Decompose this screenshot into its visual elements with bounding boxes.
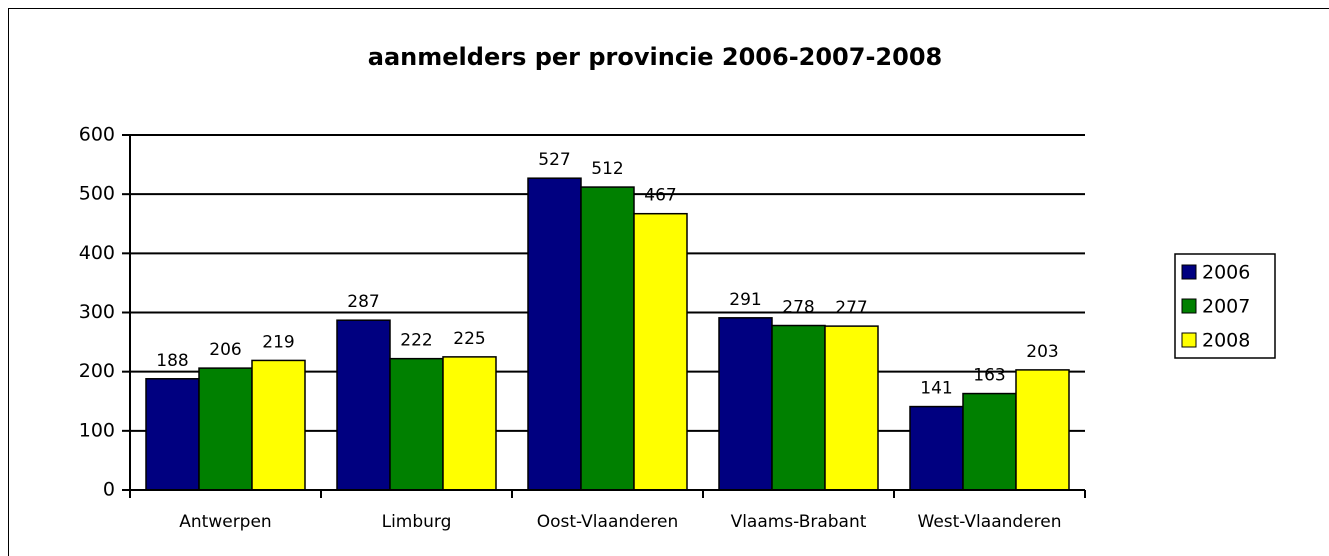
y-tick-label: 200 xyxy=(79,360,115,382)
y-tick-label: 100 xyxy=(79,419,115,441)
x-tick-label: Oost-Vlaanderen xyxy=(537,512,679,532)
legend-swatch xyxy=(1181,264,1197,280)
bar xyxy=(718,317,773,491)
bar xyxy=(198,367,253,491)
data-label: 163 xyxy=(973,366,1005,386)
data-label: 188 xyxy=(156,351,188,371)
data-label: 287 xyxy=(347,292,379,312)
bar xyxy=(442,356,497,491)
data-label: 141 xyxy=(920,379,952,399)
x-tick-label: Limburg xyxy=(382,512,452,532)
x-tick-label: Antwerpen xyxy=(179,512,271,532)
legend-label: 2007 xyxy=(1202,296,1250,318)
data-label: 206 xyxy=(209,340,241,360)
y-tick-label: 600 xyxy=(79,124,115,146)
data-label: 222 xyxy=(400,331,432,351)
y-tick-label: 0 xyxy=(103,479,115,501)
y-tick-label: 300 xyxy=(79,301,115,323)
bar xyxy=(580,186,635,491)
data-label: 278 xyxy=(782,298,814,318)
bar xyxy=(145,378,200,491)
bar xyxy=(771,324,826,491)
data-label: 203 xyxy=(1026,342,1058,362)
bar xyxy=(824,325,879,491)
data-label: 219 xyxy=(262,332,294,352)
y-tick-label: 400 xyxy=(79,242,115,264)
data-label: 512 xyxy=(591,159,623,179)
x-tick-label: Vlaams-Brabant xyxy=(731,512,867,532)
data-label: 527 xyxy=(538,150,570,170)
legend-label: 2006 xyxy=(1202,262,1250,284)
y-tick-label: 500 xyxy=(79,183,115,205)
bar xyxy=(527,177,582,491)
bar xyxy=(1015,369,1070,491)
data-label: 225 xyxy=(453,329,485,349)
bar xyxy=(251,359,306,491)
chart-title: aanmelders per provincie 2006-2007-2008 xyxy=(368,43,942,71)
data-label: 277 xyxy=(835,298,867,318)
legend-swatch xyxy=(1181,298,1197,314)
legend-swatch xyxy=(1181,332,1197,348)
bar xyxy=(336,319,391,491)
bar xyxy=(633,212,688,491)
bar xyxy=(962,392,1017,491)
x-tick-label: West-Vlaanderen xyxy=(918,512,1062,532)
bar xyxy=(389,357,444,491)
bar xyxy=(909,405,964,491)
legend-label: 2008 xyxy=(1202,330,1250,352)
data-label: 291 xyxy=(729,290,761,310)
data-label: 467 xyxy=(644,186,676,206)
